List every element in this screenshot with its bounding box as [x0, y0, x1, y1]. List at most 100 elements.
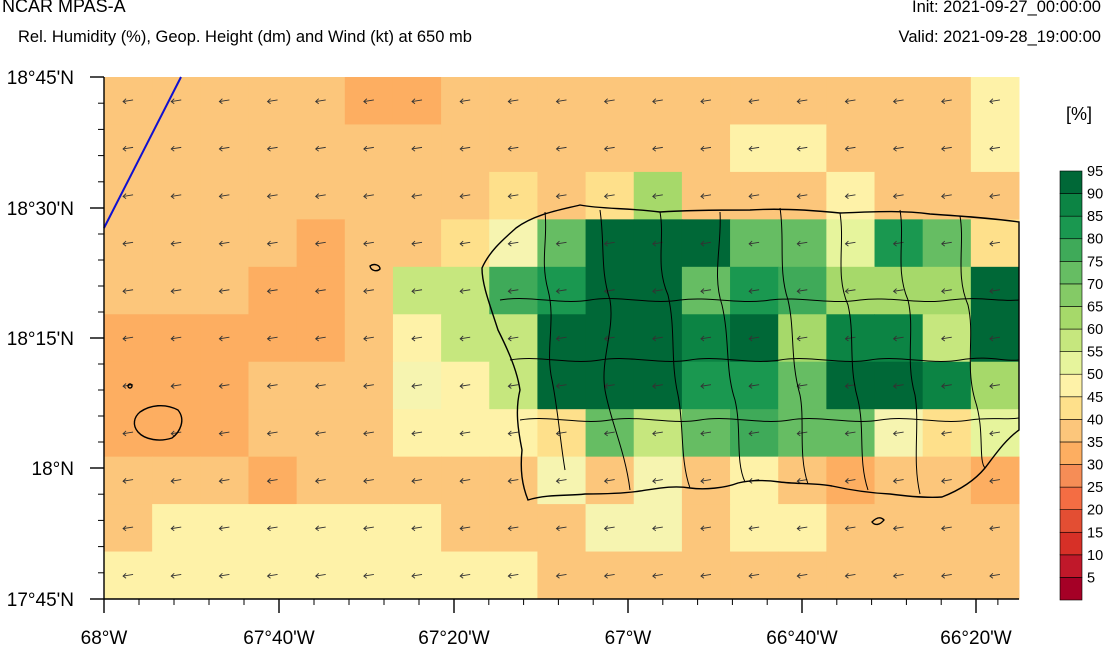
colorbar-label: 15	[1087, 525, 1103, 541]
wind-arrow	[507, 193, 519, 199]
wind-arrow	[844, 288, 856, 294]
wind-arrow	[218, 383, 230, 389]
colorbar-unit: [%]	[1066, 104, 1093, 124]
wind-arrow	[122, 98, 134, 105]
wind-arrow	[315, 430, 326, 437]
colorbar-label: 10	[1087, 548, 1103, 564]
wind-arrow	[700, 335, 712, 342]
wind-arrow	[218, 525, 230, 532]
wind-arrow	[941, 288, 952, 294]
wind-arrow	[363, 288, 374, 294]
wind-arrow	[170, 430, 182, 437]
lat-label: 18°30'N	[7, 199, 74, 220]
wind-arrow	[892, 525, 904, 532]
wind-arrow	[266, 288, 278, 294]
valid-time: Valid: 2021-09-28_19:00:00	[898, 28, 1101, 46]
wind-arrow	[989, 193, 1000, 199]
wind-arrow	[459, 572, 471, 579]
wind-arrow	[507, 240, 519, 247]
wind-arrow	[652, 288, 663, 294]
colorbar-swatch	[1059, 531, 1083, 556]
wind-arrow	[218, 145, 230, 152]
puerto-rico-outline	[481, 204, 1020, 501]
colorbar-label: 85	[1087, 209, 1103, 225]
wind-arrow	[459, 335, 471, 342]
colorbar-swatch	[1059, 328, 1083, 352]
colorbar-label: 60	[1087, 322, 1103, 338]
wind-arrow	[170, 240, 182, 247]
wind-arrow	[218, 430, 230, 437]
wind-arrow	[941, 572, 952, 579]
wind-arrow	[315, 335, 326, 342]
wind-arrow	[796, 288, 808, 294]
wind-arrow	[796, 335, 808, 342]
wind-arrow	[652, 383, 663, 389]
colorbar-label: 40	[1087, 412, 1103, 428]
lat-label: 18°N	[32, 459, 74, 480]
wind-arrow	[315, 193, 326, 199]
wind-arrow	[411, 240, 423, 247]
wind-arrow	[170, 572, 182, 579]
wind-arrow	[555, 98, 567, 105]
wind-arrow	[555, 525, 567, 532]
colorbar-label: 65	[1087, 299, 1103, 315]
lon-label: 67°W	[605, 628, 652, 647]
wind-arrow	[941, 240, 952, 247]
wind-arrow	[941, 525, 952, 532]
wind-arrow	[459, 98, 471, 105]
colorbar-swatch	[1059, 419, 1083, 443]
wind-arrow	[700, 572, 712, 579]
wind-arrow	[748, 145, 760, 152]
wind-arrow	[266, 145, 278, 152]
colorbar-swatch	[1059, 577, 1083, 601]
wind-arrow	[218, 288, 230, 294]
colorbar-swatch	[1059, 238, 1083, 262]
wind-arrow	[700, 478, 712, 484]
wind-arrow	[892, 430, 904, 437]
wind-arrow	[700, 98, 712, 105]
wind-arrow	[603, 98, 615, 105]
wind-arrow	[266, 383, 278, 389]
wind-arrow	[989, 383, 1000, 389]
wind-arrow	[363, 478, 374, 484]
wind-arrow	[989, 98, 1000, 105]
colorbar-swatch	[1059, 193, 1083, 217]
longitude-labels: 68°W 67°40'W 67°20'W 67°W 66°40'W 66°20'W	[81, 628, 1012, 647]
wind-arrow	[170, 288, 182, 294]
wind-arrow	[603, 572, 615, 579]
wind-arrow	[652, 145, 663, 152]
wind-arrow	[266, 430, 278, 437]
wind-arrow	[170, 525, 182, 532]
desecheo-island	[369, 263, 381, 272]
wind-arrow	[459, 240, 471, 247]
wind-arrow	[652, 98, 663, 105]
wind-arrow	[266, 478, 278, 484]
wind-arrow	[748, 383, 760, 389]
wind-arrow	[603, 430, 615, 437]
wind-arrow	[411, 478, 423, 484]
wind-arrow	[266, 240, 278, 247]
colorbar: 5 10 15 20 25 30 35 40 45 50 55 60 65 70 75 80 85 90 95	[1059, 164, 1103, 601]
wind-arrow	[218, 478, 230, 484]
wind-arrow	[700, 288, 712, 294]
lat-label: 17°45'N	[7, 590, 74, 611]
municipal-boundaries	[499, 207, 1020, 495]
wind-arrow	[555, 193, 567, 199]
wind-arrow	[700, 525, 712, 532]
wind-arrow	[892, 240, 904, 247]
lat-label: 18°45'N	[7, 68, 74, 89]
wind-arrow	[218, 193, 230, 199]
wind-arrow	[363, 430, 374, 437]
lon-label: 66°40'W	[766, 628, 837, 647]
wind-arrow	[555, 430, 567, 437]
wind-arrow	[603, 478, 615, 484]
colorbar-swatch	[1059, 170, 1083, 194]
wind-arrow	[748, 335, 760, 342]
wind-arrow	[892, 572, 904, 579]
wind-arrow	[941, 335, 952, 342]
wind-arrow	[941, 430, 952, 437]
colorbar-label: 80	[1087, 232, 1103, 248]
wind-arrow	[170, 145, 182, 152]
wind-arrow	[315, 145, 326, 152]
wind-arrow	[507, 430, 519, 437]
